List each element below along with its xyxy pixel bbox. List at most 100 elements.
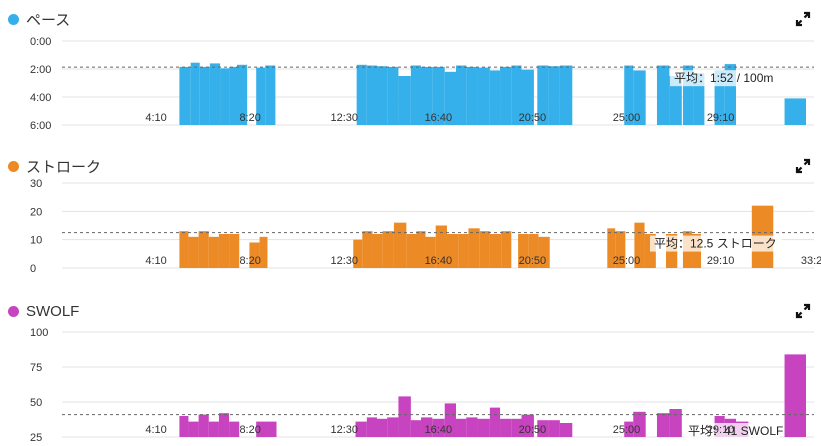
bar[interactable] bbox=[548, 420, 560, 437]
bar[interactable] bbox=[421, 417, 433, 437]
bar[interactable] bbox=[501, 231, 512, 268]
bar[interactable] bbox=[784, 354, 806, 437]
bar[interactable] bbox=[209, 63, 221, 125]
bar[interactable] bbox=[179, 231, 189, 268]
bar[interactable] bbox=[366, 65, 377, 126]
bar[interactable] bbox=[208, 236, 219, 268]
bar[interactable] bbox=[229, 66, 237, 125]
bar[interactable] bbox=[398, 76, 411, 125]
bar[interactable] bbox=[356, 64, 367, 125]
bar[interactable] bbox=[444, 403, 457, 437]
bar[interactable] bbox=[714, 70, 725, 125]
bar[interactable] bbox=[489, 407, 501, 437]
bar[interactable] bbox=[256, 421, 268, 437]
bar[interactable] bbox=[393, 222, 407, 268]
bar[interactable] bbox=[477, 67, 490, 125]
bar[interactable] bbox=[179, 66, 191, 125]
pace-expand-icon[interactable] bbox=[795, 11, 811, 27]
bar[interactable] bbox=[624, 421, 634, 437]
bar[interactable] bbox=[500, 418, 512, 437]
bar[interactable] bbox=[218, 413, 230, 437]
bar[interactable] bbox=[669, 409, 682, 437]
bar[interactable] bbox=[468, 228, 480, 268]
bar[interactable] bbox=[537, 65, 549, 126]
bar[interactable] bbox=[784, 98, 806, 125]
bar[interactable] bbox=[538, 236, 550, 268]
bar[interactable] bbox=[188, 421, 199, 437]
bar[interactable] bbox=[656, 413, 670, 437]
bar[interactable] bbox=[456, 65, 467, 126]
bar[interactable] bbox=[500, 66, 512, 125]
bar[interactable] bbox=[218, 234, 230, 268]
bar[interactable] bbox=[444, 71, 457, 125]
bar[interactable] bbox=[208, 421, 219, 437]
bar[interactable] bbox=[633, 70, 646, 125]
bar[interactable] bbox=[236, 64, 248, 125]
bar[interactable] bbox=[432, 418, 445, 437]
bar[interactable] bbox=[229, 421, 240, 437]
bar[interactable] bbox=[518, 234, 529, 268]
bar[interactable] bbox=[521, 414, 534, 437]
bar[interactable] bbox=[466, 417, 478, 437]
bar[interactable] bbox=[435, 225, 447, 269]
bar[interactable] bbox=[607, 228, 616, 268]
bar[interactable] bbox=[198, 231, 209, 268]
bar[interactable] bbox=[489, 70, 501, 125]
bar[interactable] bbox=[229, 234, 240, 268]
bar[interactable] bbox=[458, 234, 469, 268]
bar[interactable] bbox=[537, 420, 549, 437]
bar[interactable] bbox=[669, 76, 682, 125]
bar[interactable] bbox=[267, 421, 277, 437]
bar[interactable] bbox=[633, 411, 646, 437]
bar[interactable] bbox=[511, 65, 522, 126]
bar[interactable] bbox=[406, 234, 417, 268]
bar[interactable] bbox=[366, 417, 377, 437]
bar[interactable] bbox=[376, 66, 388, 125]
bar[interactable] bbox=[624, 65, 634, 126]
bar[interactable] bbox=[682, 65, 694, 126]
bar[interactable] bbox=[259, 236, 268, 268]
bar[interactable] bbox=[559, 423, 573, 437]
stroke-expand-icon[interactable] bbox=[795, 158, 811, 174]
bar[interactable] bbox=[372, 234, 383, 268]
bar[interactable] bbox=[410, 420, 422, 437]
bar[interactable] bbox=[353, 239, 363, 268]
bar[interactable] bbox=[615, 231, 626, 268]
bar[interactable] bbox=[387, 417, 399, 437]
bar[interactable] bbox=[548, 66, 560, 125]
bar[interactable] bbox=[693, 73, 705, 125]
bar[interactable] bbox=[466, 66, 478, 125]
bar[interactable] bbox=[521, 69, 534, 125]
bar[interactable] bbox=[188, 236, 199, 268]
bar[interactable] bbox=[456, 418, 467, 437]
bar[interactable] bbox=[446, 234, 459, 268]
bar[interactable] bbox=[421, 66, 433, 125]
bar[interactable] bbox=[179, 416, 189, 437]
swolf-expand-icon[interactable] bbox=[795, 303, 811, 319]
bar[interactable] bbox=[198, 414, 209, 437]
bar[interactable] bbox=[432, 66, 445, 125]
bar[interactable] bbox=[190, 62, 200, 125]
bar[interactable] bbox=[634, 222, 645, 268]
bar[interactable] bbox=[425, 236, 436, 268]
bar[interactable] bbox=[398, 396, 411, 437]
bar[interactable] bbox=[511, 418, 522, 437]
bar[interactable] bbox=[220, 68, 230, 125]
bar[interactable] bbox=[256, 67, 266, 125]
bar[interactable] bbox=[249, 242, 260, 269]
bar[interactable] bbox=[199, 66, 210, 125]
bar[interactable] bbox=[528, 234, 539, 268]
bar[interactable] bbox=[477, 418, 490, 437]
bar[interactable] bbox=[362, 231, 373, 268]
bar[interactable] bbox=[724, 64, 737, 125]
bar[interactable] bbox=[489, 234, 502, 268]
bar[interactable] bbox=[382, 231, 394, 268]
bar[interactable] bbox=[656, 65, 670, 126]
bar[interactable] bbox=[265, 65, 276, 126]
bar[interactable] bbox=[479, 231, 490, 268]
bar[interactable] bbox=[387, 66, 399, 125]
bar[interactable] bbox=[376, 418, 388, 437]
bar[interactable] bbox=[410, 65, 422, 126]
bar[interactable] bbox=[416, 231, 426, 268]
bar[interactable] bbox=[559, 65, 573, 126]
